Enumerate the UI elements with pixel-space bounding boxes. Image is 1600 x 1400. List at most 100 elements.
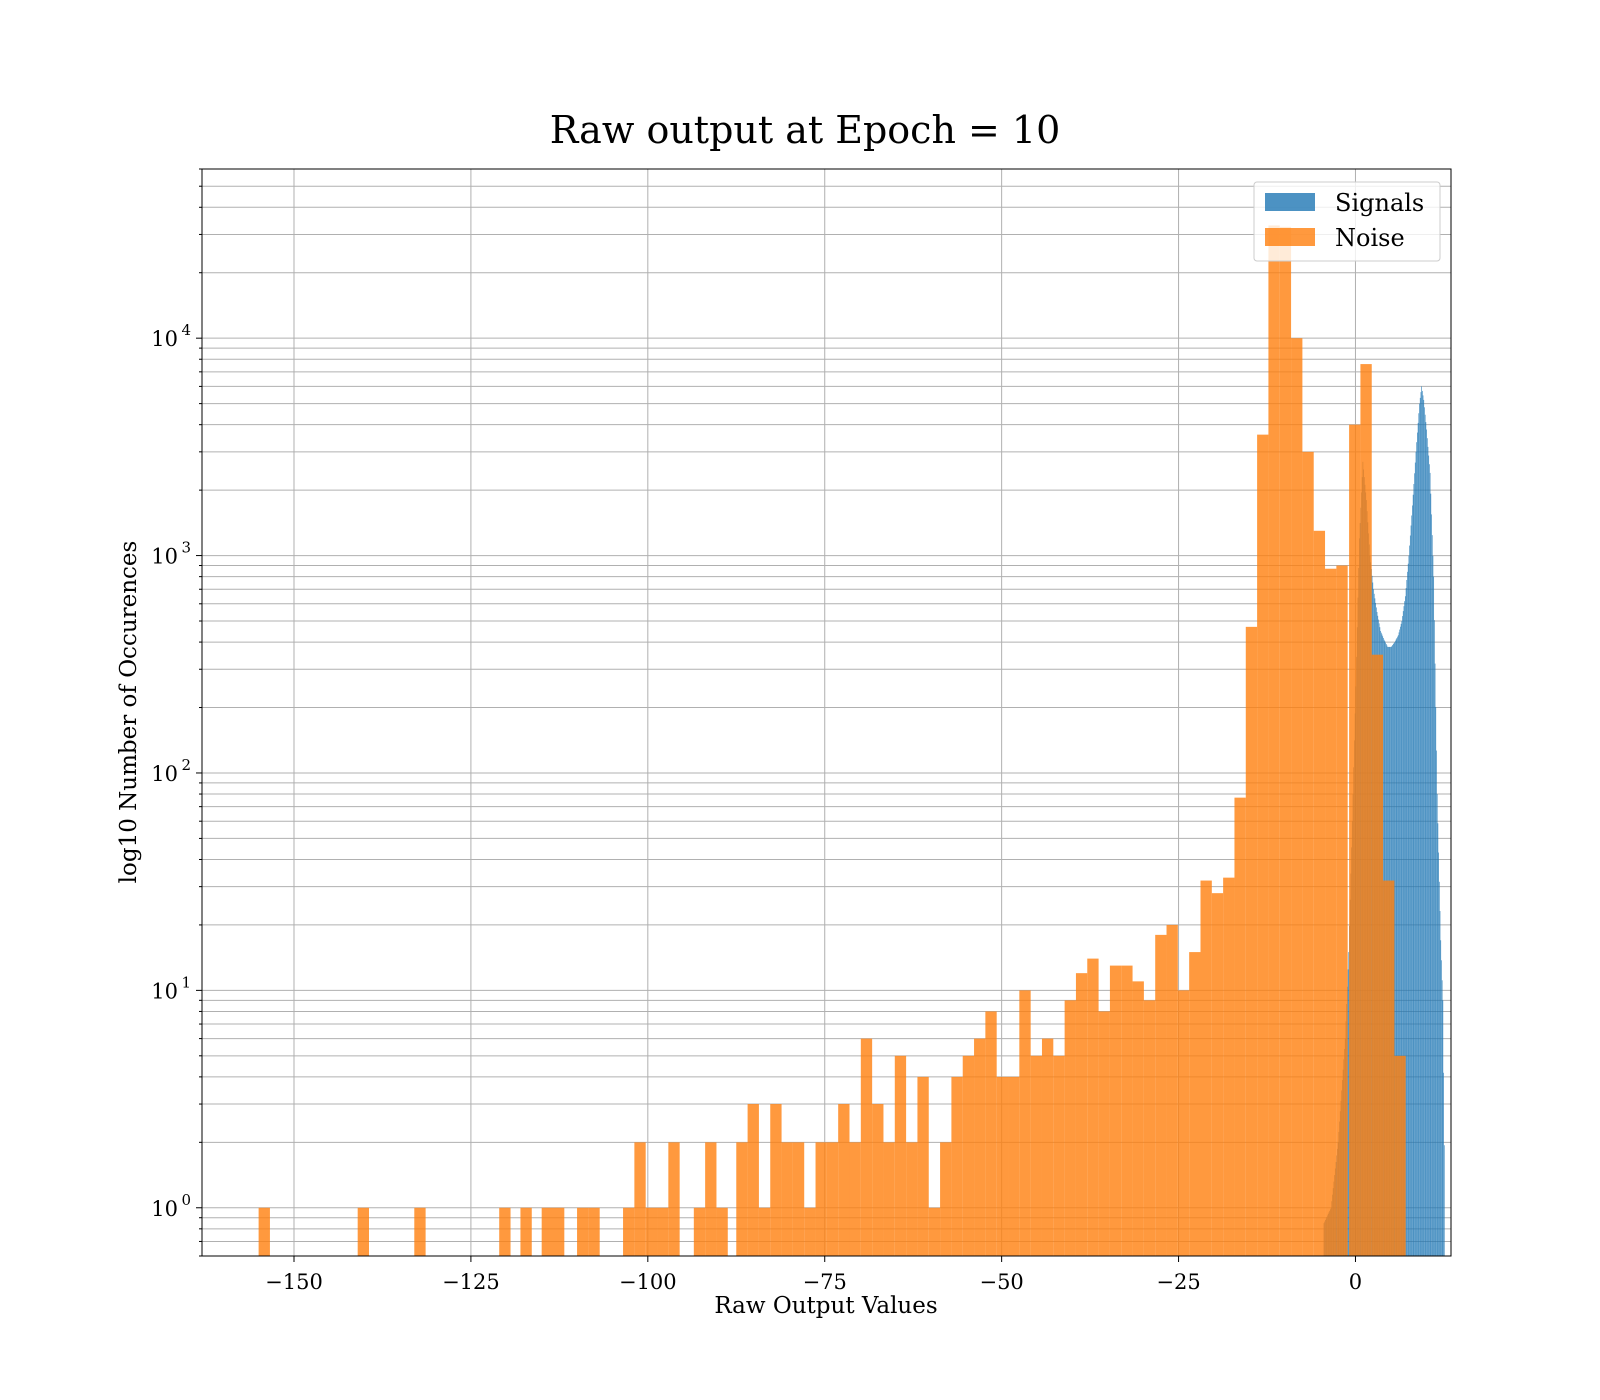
histogram-bar bbox=[1008, 1076, 1020, 1256]
histogram-bar bbox=[1424, 407, 1425, 1257]
histogram-bar bbox=[1313, 530, 1326, 1256]
x-tick-label: −25 bbox=[1156, 1270, 1200, 1294]
histogram-bar bbox=[1349, 424, 1361, 1256]
y-tick-exponent: 1 bbox=[181, 973, 191, 991]
histogram-bar bbox=[705, 1142, 717, 1256]
histogram-bar bbox=[1401, 621, 1403, 1256]
histogram-bar bbox=[1435, 707, 1437, 1256]
histogram-bar bbox=[1409, 535, 1411, 1256]
histogram-bar bbox=[1411, 515, 1413, 1256]
legend-swatch-noise bbox=[1265, 228, 1315, 246]
histogram-bar bbox=[1257, 434, 1269, 1257]
histogram-bar bbox=[1407, 563, 1409, 1256]
x-axis-label: Raw Output Values bbox=[714, 1293, 937, 1319]
histogram-bar bbox=[928, 1207, 941, 1256]
histogram-bar bbox=[1433, 576, 1435, 1256]
histogram-bar bbox=[1432, 555, 1434, 1256]
histogram-bar bbox=[1408, 555, 1410, 1256]
plot-frame bbox=[201, 168, 1452, 1257]
histogram-bar bbox=[1430, 493, 1432, 1257]
histogram-bar bbox=[985, 1011, 997, 1256]
histogram-bar bbox=[1443, 1145, 1445, 1256]
histogram-bar bbox=[747, 1104, 759, 1256]
histogram-bar bbox=[1177, 990, 1190, 1256]
histogram-bar bbox=[1428, 455, 1430, 1256]
histogram-bar bbox=[1347, 969, 1349, 1256]
histogram-bar bbox=[1437, 823, 1439, 1256]
histogram-bar bbox=[1404, 601, 1406, 1256]
histogram-bar bbox=[1442, 1000, 1444, 1256]
histogram-bar bbox=[1422, 395, 1424, 1256]
histogram-bar bbox=[693, 1207, 706, 1256]
histogram-bar bbox=[872, 1104, 884, 1256]
histogram-bar bbox=[1399, 629, 1401, 1256]
histogram-bar bbox=[1403, 606, 1405, 1256]
histogram-bar bbox=[520, 1207, 532, 1256]
histogram-bar bbox=[1030, 1055, 1042, 1256]
histogram-bar bbox=[1075, 973, 1088, 1256]
histogram-bar bbox=[1268, 225, 1280, 1256]
histogram-bar bbox=[1420, 392, 1422, 1256]
histogram-bar bbox=[1064, 1000, 1076, 1256]
histogram-bar bbox=[588, 1207, 600, 1256]
histogram-bar bbox=[1402, 616, 1403, 1256]
histogram-bar bbox=[736, 1142, 748, 1256]
histogram-bar bbox=[1421, 390, 1423, 1256]
x-tick-label: −150 bbox=[265, 1270, 323, 1294]
y-tick-label: 10 bbox=[151, 327, 178, 351]
histogram-bar bbox=[1291, 338, 1303, 1257]
histogram-bar bbox=[357, 1207, 370, 1256]
histogram-bar bbox=[1427, 446, 1429, 1256]
legend-swatch-signals bbox=[1265, 193, 1315, 211]
histogram-bar bbox=[1400, 623, 1402, 1256]
histogram-bar bbox=[781, 1142, 793, 1256]
histogram-bar bbox=[1438, 881, 1440, 1256]
histogram-bar bbox=[1419, 403, 1420, 1256]
histogram-bar bbox=[1419, 397, 1421, 1257]
histogram-bar bbox=[1421, 386, 1422, 1256]
histogram-bar bbox=[1348, 952, 1350, 1256]
legend: Signals Noise bbox=[1253, 181, 1441, 262]
histogram-bar bbox=[940, 1142, 952, 1256]
histogram-bar bbox=[1109, 965, 1122, 1256]
histogram-bar bbox=[1443, 1072, 1444, 1256]
histogram-bar bbox=[917, 1076, 929, 1256]
y-tick-label: 10 bbox=[151, 1197, 178, 1221]
histogram-bar bbox=[1417, 422, 1419, 1256]
noise-histogram bbox=[258, 225, 1406, 1257]
histogram-bar bbox=[962, 1055, 975, 1256]
histogram-bar bbox=[815, 1142, 827, 1256]
histogram-bar bbox=[1397, 636, 1398, 1256]
histogram-bar bbox=[541, 1207, 553, 1256]
histogram-bar bbox=[1200, 880, 1212, 1256]
x-tick-label: −100 bbox=[619, 1270, 677, 1294]
x-axis: −150 −125 −100 −75 −50 −25 0 bbox=[265, 1256, 1362, 1294]
histogram-bar bbox=[1440, 940, 1442, 1256]
y-tick-label: 10 bbox=[151, 545, 178, 569]
y-tick-label: 10 bbox=[151, 762, 178, 786]
histogram-bar bbox=[1414, 473, 1415, 1256]
histogram-bar bbox=[1429, 464, 1430, 1256]
histogram-bar bbox=[1405, 596, 1406, 1256]
histogram-bar bbox=[883, 1142, 895, 1256]
histogram-bar bbox=[1223, 877, 1235, 1256]
histogram-bar bbox=[1302, 451, 1314, 1256]
histogram-bar bbox=[1371, 654, 1384, 1256]
legend-label-signals: Signals bbox=[1335, 189, 1424, 217]
histogram-bar bbox=[1434, 663, 1436, 1256]
histogram-bar bbox=[1441, 960, 1442, 1256]
histogram-bar bbox=[1383, 880, 1395, 1256]
histogram-bar bbox=[577, 1207, 589, 1256]
histogram-bar bbox=[1410, 525, 1412, 1256]
histogram-bar bbox=[1234, 797, 1246, 1256]
histogram-bar bbox=[1398, 632, 1400, 1256]
histogram-bar bbox=[552, 1207, 565, 1256]
histogram-bar bbox=[1424, 414, 1426, 1257]
x-tick-label: −50 bbox=[979, 1270, 1023, 1294]
histogram-bar bbox=[1416, 442, 1418, 1256]
histogram-bar bbox=[645, 1207, 658, 1256]
y-tick-exponent: 0 bbox=[181, 1191, 191, 1209]
histogram-bar bbox=[1439, 911, 1441, 1256]
